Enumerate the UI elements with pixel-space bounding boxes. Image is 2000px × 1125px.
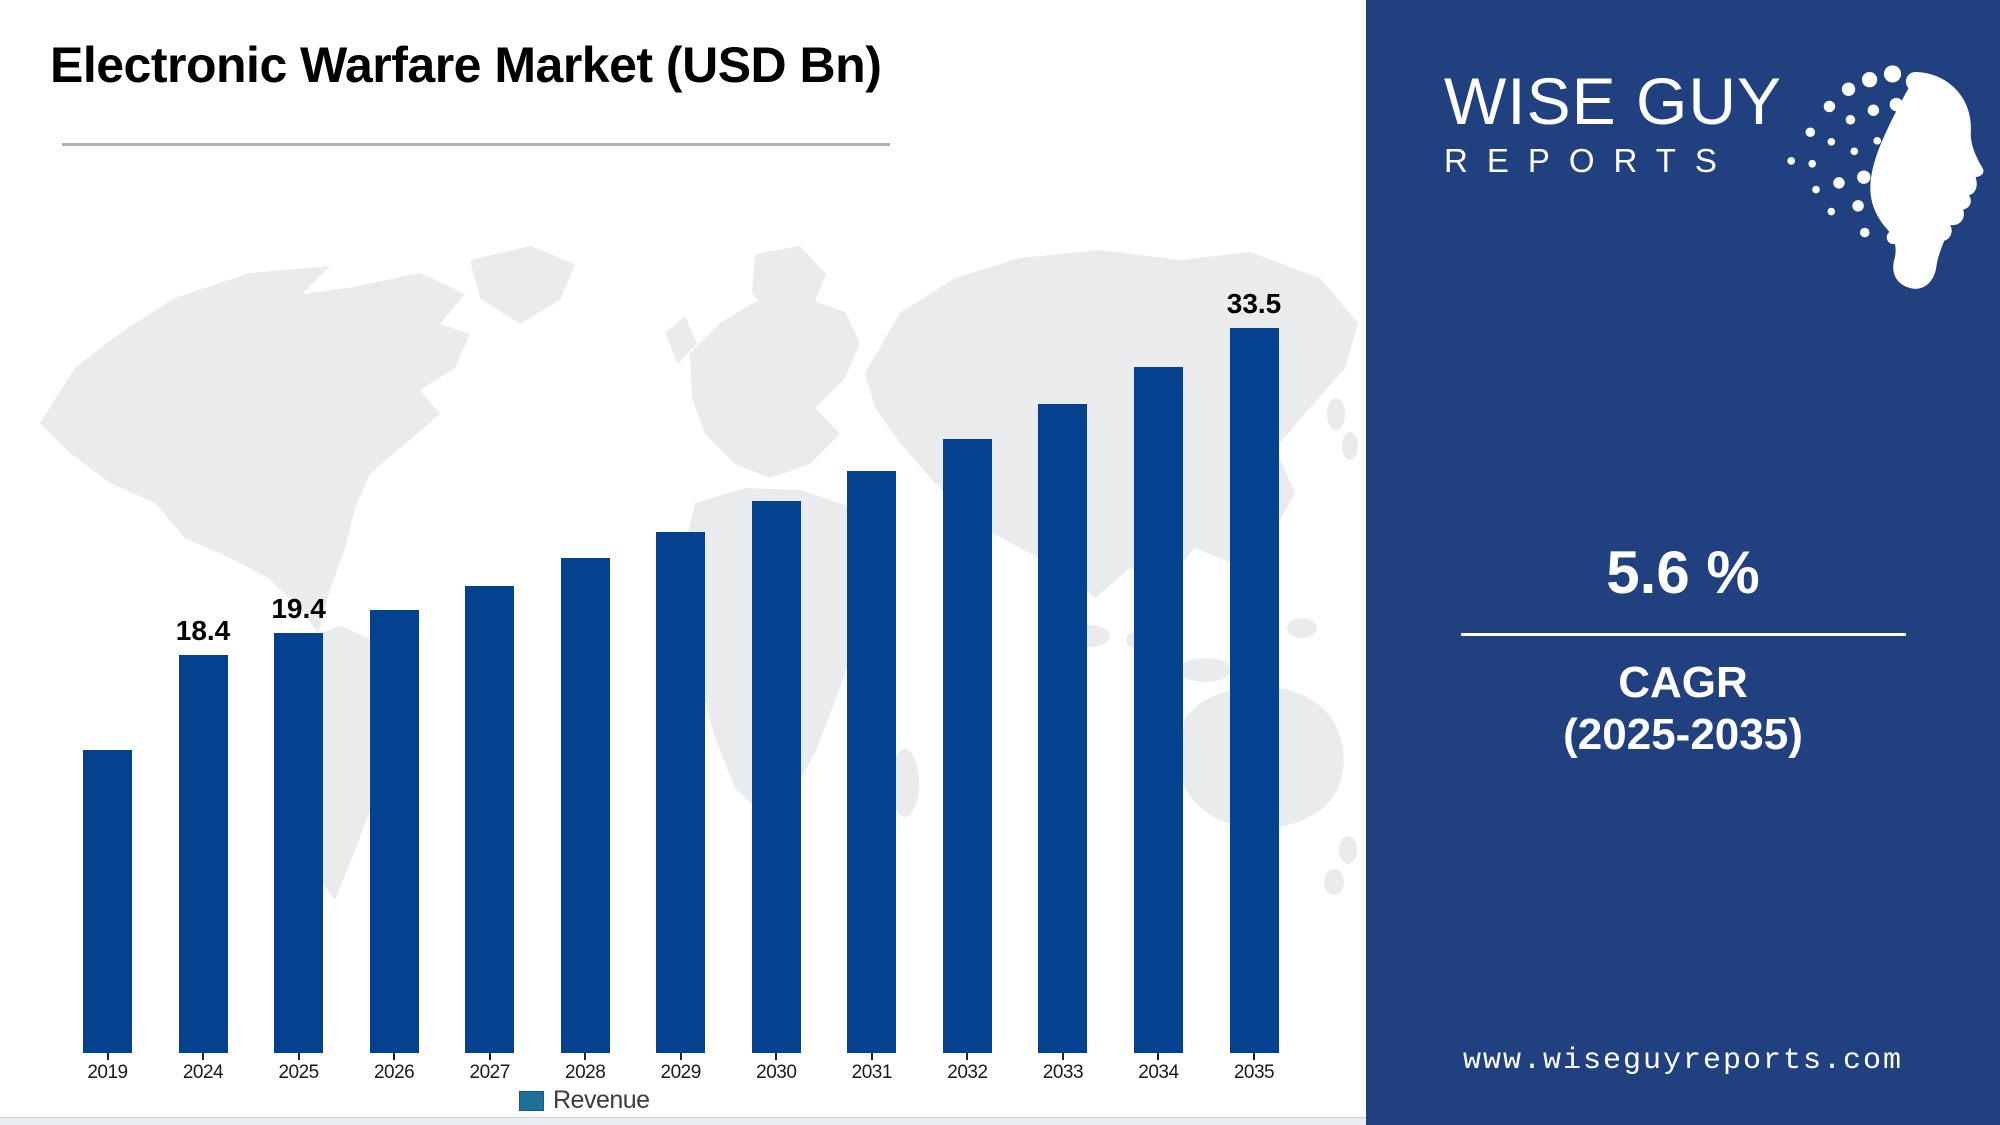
- bar-2035: [1229, 328, 1279, 1053]
- chart-panel: Electronic Warfare Market (USD Bn): [0, 37, 1366, 1125]
- value-label-2024: 18.4: [175, 615, 231, 646]
- wise-guy-face-logo-icon: [1787, 65, 1984, 289]
- legend-swatch-revenue: [519, 1090, 544, 1111]
- x-axis-tick-2034: [1157, 1053, 1160, 1060]
- logo-wordmark-line2: REPORTS: [1444, 142, 1736, 179]
- x-axis-tick-2025: [297, 1053, 300, 1060]
- x-axis-tick-2033: [1061, 1053, 1064, 1060]
- legend-label-revenue: Revenue: [553, 1086, 650, 1114]
- website-url: www.wiseguyreports.com: [1462, 1044, 1904, 1078]
- cagr-divider-line: [1461, 633, 1906, 636]
- x-axis-label-2030: 2030: [756, 1062, 797, 1083]
- x-axis-label-2028: 2028: [565, 1062, 606, 1083]
- cagr-label: CAGR: [1618, 658, 1748, 707]
- bar-2026: [369, 610, 419, 1053]
- x-axis-label-2033: 2033: [1042, 1062, 1084, 1083]
- x-axis-label-2031: 2031: [851, 1062, 893, 1083]
- x-axis-tick-2030: [775, 1053, 778, 1060]
- bar-2032: [942, 439, 992, 1053]
- x-axis-tick-2032: [966, 1053, 969, 1060]
- bar-2028: [560, 558, 610, 1053]
- x-axis-tick-2029: [679, 1053, 682, 1060]
- x-axis-label-2029: 2029: [660, 1062, 702, 1083]
- bar-2034: [1133, 367, 1183, 1053]
- x-axis-label-2025: 2025: [278, 1062, 319, 1083]
- title-underline: [62, 143, 890, 146]
- brand-panel: WISE GUY REPORTS 5.6 % CAGR (2025-2035): [1366, 0, 2000, 1125]
- x-axis-tick-2028: [584, 1053, 587, 1060]
- logo-wordmark-line1: WISE GUY: [1444, 64, 1783, 138]
- x-axis-tick-2026: [393, 1053, 396, 1060]
- x-axis-tick-2031: [870, 1053, 873, 1060]
- x-axis-label-2034: 2034: [1138, 1062, 1179, 1083]
- x-axis-label-2032: 2032: [947, 1062, 988, 1083]
- bar-2027: [465, 586, 515, 1053]
- x-axis-label-2035: 2035: [1233, 1062, 1275, 1083]
- x-axis-label-2024: 2024: [182, 1062, 224, 1083]
- cagr-value: 5.6 %: [1606, 539, 1760, 606]
- wise-guy-reports-logo: WISE GUY REPORTS: [1444, 64, 1984, 298]
- chart-title: Electronic Warfare Market (USD Bn): [50, 37, 882, 93]
- value-label-2035: 33.5: [1226, 288, 1282, 319]
- x-axis-tick-2024: [202, 1053, 204, 1060]
- bar-2031: [847, 471, 897, 1053]
- bar-plot: 2019 2024 18.4 2025 19.4 2026 2027 2028 2029 2030…: [83, 288, 1282, 1083]
- x-axis-tick-2019: [106, 1053, 109, 1060]
- x-axis-label-2027: 2027: [469, 1062, 511, 1083]
- chart-legend: Revenue: [519, 1086, 650, 1115]
- x-axis-label-2026: 2026: [373, 1062, 415, 1083]
- x-axis-tick-2035: [1253, 1053, 1255, 1060]
- bottom-edge-strip: [0, 1117, 1366, 1125]
- x-axis-tick-2027: [488, 1053, 491, 1060]
- bar-2025: [274, 633, 324, 1053]
- value-label-2025: 19.4: [271, 593, 326, 624]
- cagr-range: (2025-2035): [1563, 710, 1803, 759]
- bar-2024: [178, 655, 228, 1053]
- bar-2030: [751, 501, 801, 1053]
- x-axis-label-2019: 2019: [87, 1062, 128, 1083]
- bar-2033: [1038, 404, 1088, 1053]
- bar-2029: [656, 532, 706, 1053]
- bar-2019: [83, 750, 132, 1053]
